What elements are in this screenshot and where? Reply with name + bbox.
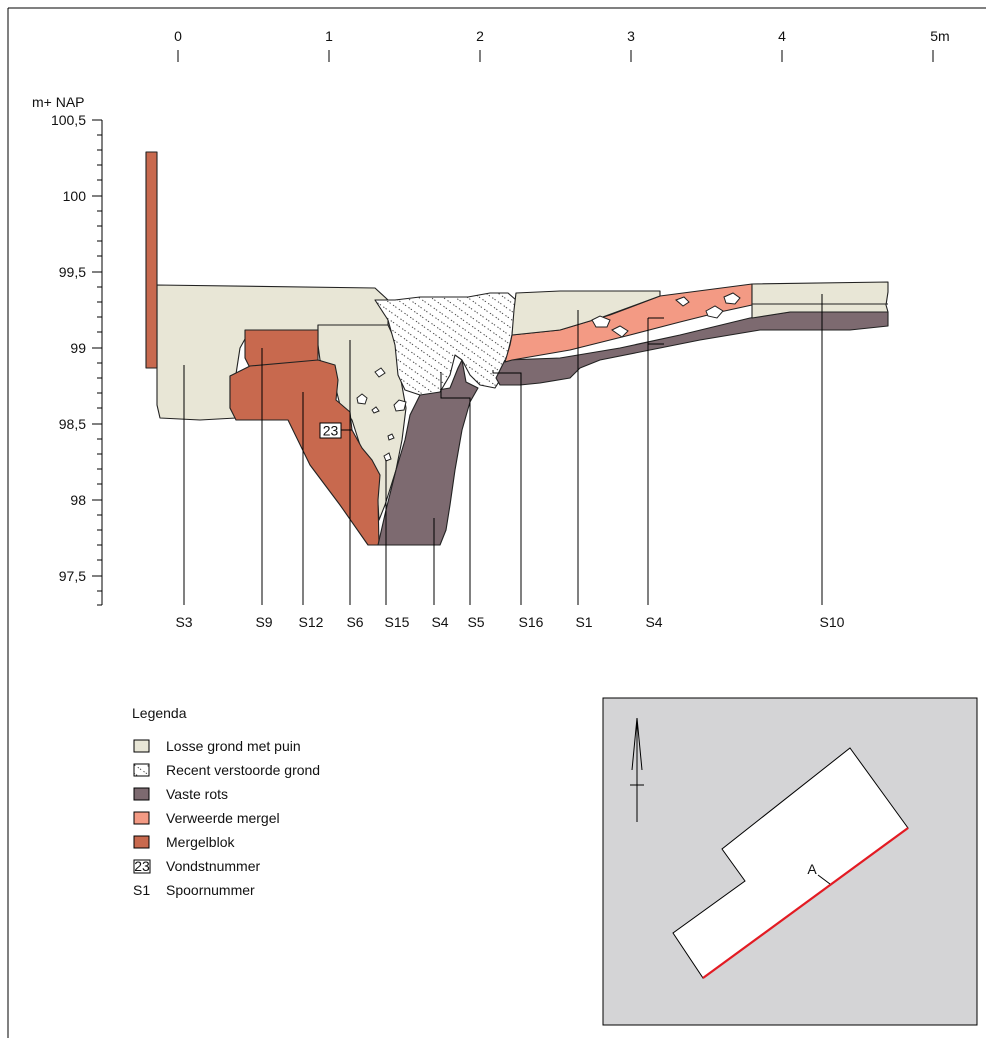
feature-label: S6 bbox=[346, 614, 363, 630]
feature-label: S16 bbox=[519, 614, 544, 630]
y-tick-label: 99,5 bbox=[59, 264, 86, 280]
x-tick-label: 0 bbox=[174, 28, 182, 44]
legend-item-label: Recent verstoorde grond bbox=[166, 762, 320, 778]
find-number-label: 23 bbox=[323, 423, 339, 439]
vertical-scale: m+ NAP 100,5 100 99,5 99 bbox=[32, 94, 102, 605]
y-tick-label: 97,5 bbox=[59, 568, 86, 584]
legend-item-label: Vondstnummer bbox=[166, 858, 260, 874]
feature-label: S10 bbox=[820, 614, 845, 630]
swatch-loose-soil bbox=[134, 740, 149, 752]
swatch-bedrock bbox=[134, 788, 149, 800]
legend: Legenda Losse grond met puin Recent vers… bbox=[132, 705, 320, 898]
x-tick-label: 2 bbox=[476, 28, 484, 44]
swatch-weathered-marl bbox=[134, 812, 149, 824]
swatch-marl-block bbox=[134, 836, 149, 848]
y-axis-unit: m+ NAP bbox=[32, 94, 85, 110]
feature-label: S12 bbox=[299, 614, 324, 630]
y-tick-label: 98,5 bbox=[59, 416, 86, 432]
layer-marl-block-vertical bbox=[146, 152, 157, 368]
y-tick-label: 100 bbox=[63, 188, 87, 204]
section-label: A bbox=[807, 861, 817, 877]
x-tick-label: 4 bbox=[778, 28, 786, 44]
feature-label: S5 bbox=[467, 614, 484, 630]
legend-item-label: Losse grond met puin bbox=[166, 738, 301, 754]
legend-item-label: Mergelblok bbox=[166, 834, 235, 850]
legend-item-label: Verweerde mergel bbox=[166, 810, 280, 826]
x-tick-label: 5m bbox=[930, 28, 949, 44]
legend-title: Legenda bbox=[132, 705, 187, 721]
legend-find-code: 23 bbox=[134, 858, 150, 874]
feature-label: S15 bbox=[385, 614, 410, 630]
x-tick-label: 1 bbox=[325, 28, 333, 44]
y-tick-label: 99 bbox=[70, 340, 86, 356]
inset-location-map: A bbox=[603, 698, 977, 1025]
x-tick-label: 3 bbox=[627, 28, 635, 44]
y-tick-label: 100,5 bbox=[51, 112, 86, 128]
legend-item-label: Spoornummer bbox=[166, 882, 255, 898]
feature-label: S4 bbox=[431, 614, 448, 630]
feature-label: S9 bbox=[255, 614, 272, 630]
feature-label: S4 bbox=[645, 614, 662, 630]
feature-label: S3 bbox=[175, 614, 192, 630]
swatch-disturbed-soil bbox=[134, 764, 149, 776]
feature-labels: S3 S9 S12 S6 S15 S4 S5 S16 S1 S4 S10 bbox=[175, 614, 844, 630]
y-tick-label: 98 bbox=[70, 492, 86, 508]
horizontal-scale: 0 1 2 3 4 5m bbox=[174, 28, 950, 62]
legend-feature-code: S1 bbox=[133, 882, 150, 898]
feature-label: S1 bbox=[575, 614, 592, 630]
legend-item-label: Vaste rots bbox=[166, 786, 228, 802]
